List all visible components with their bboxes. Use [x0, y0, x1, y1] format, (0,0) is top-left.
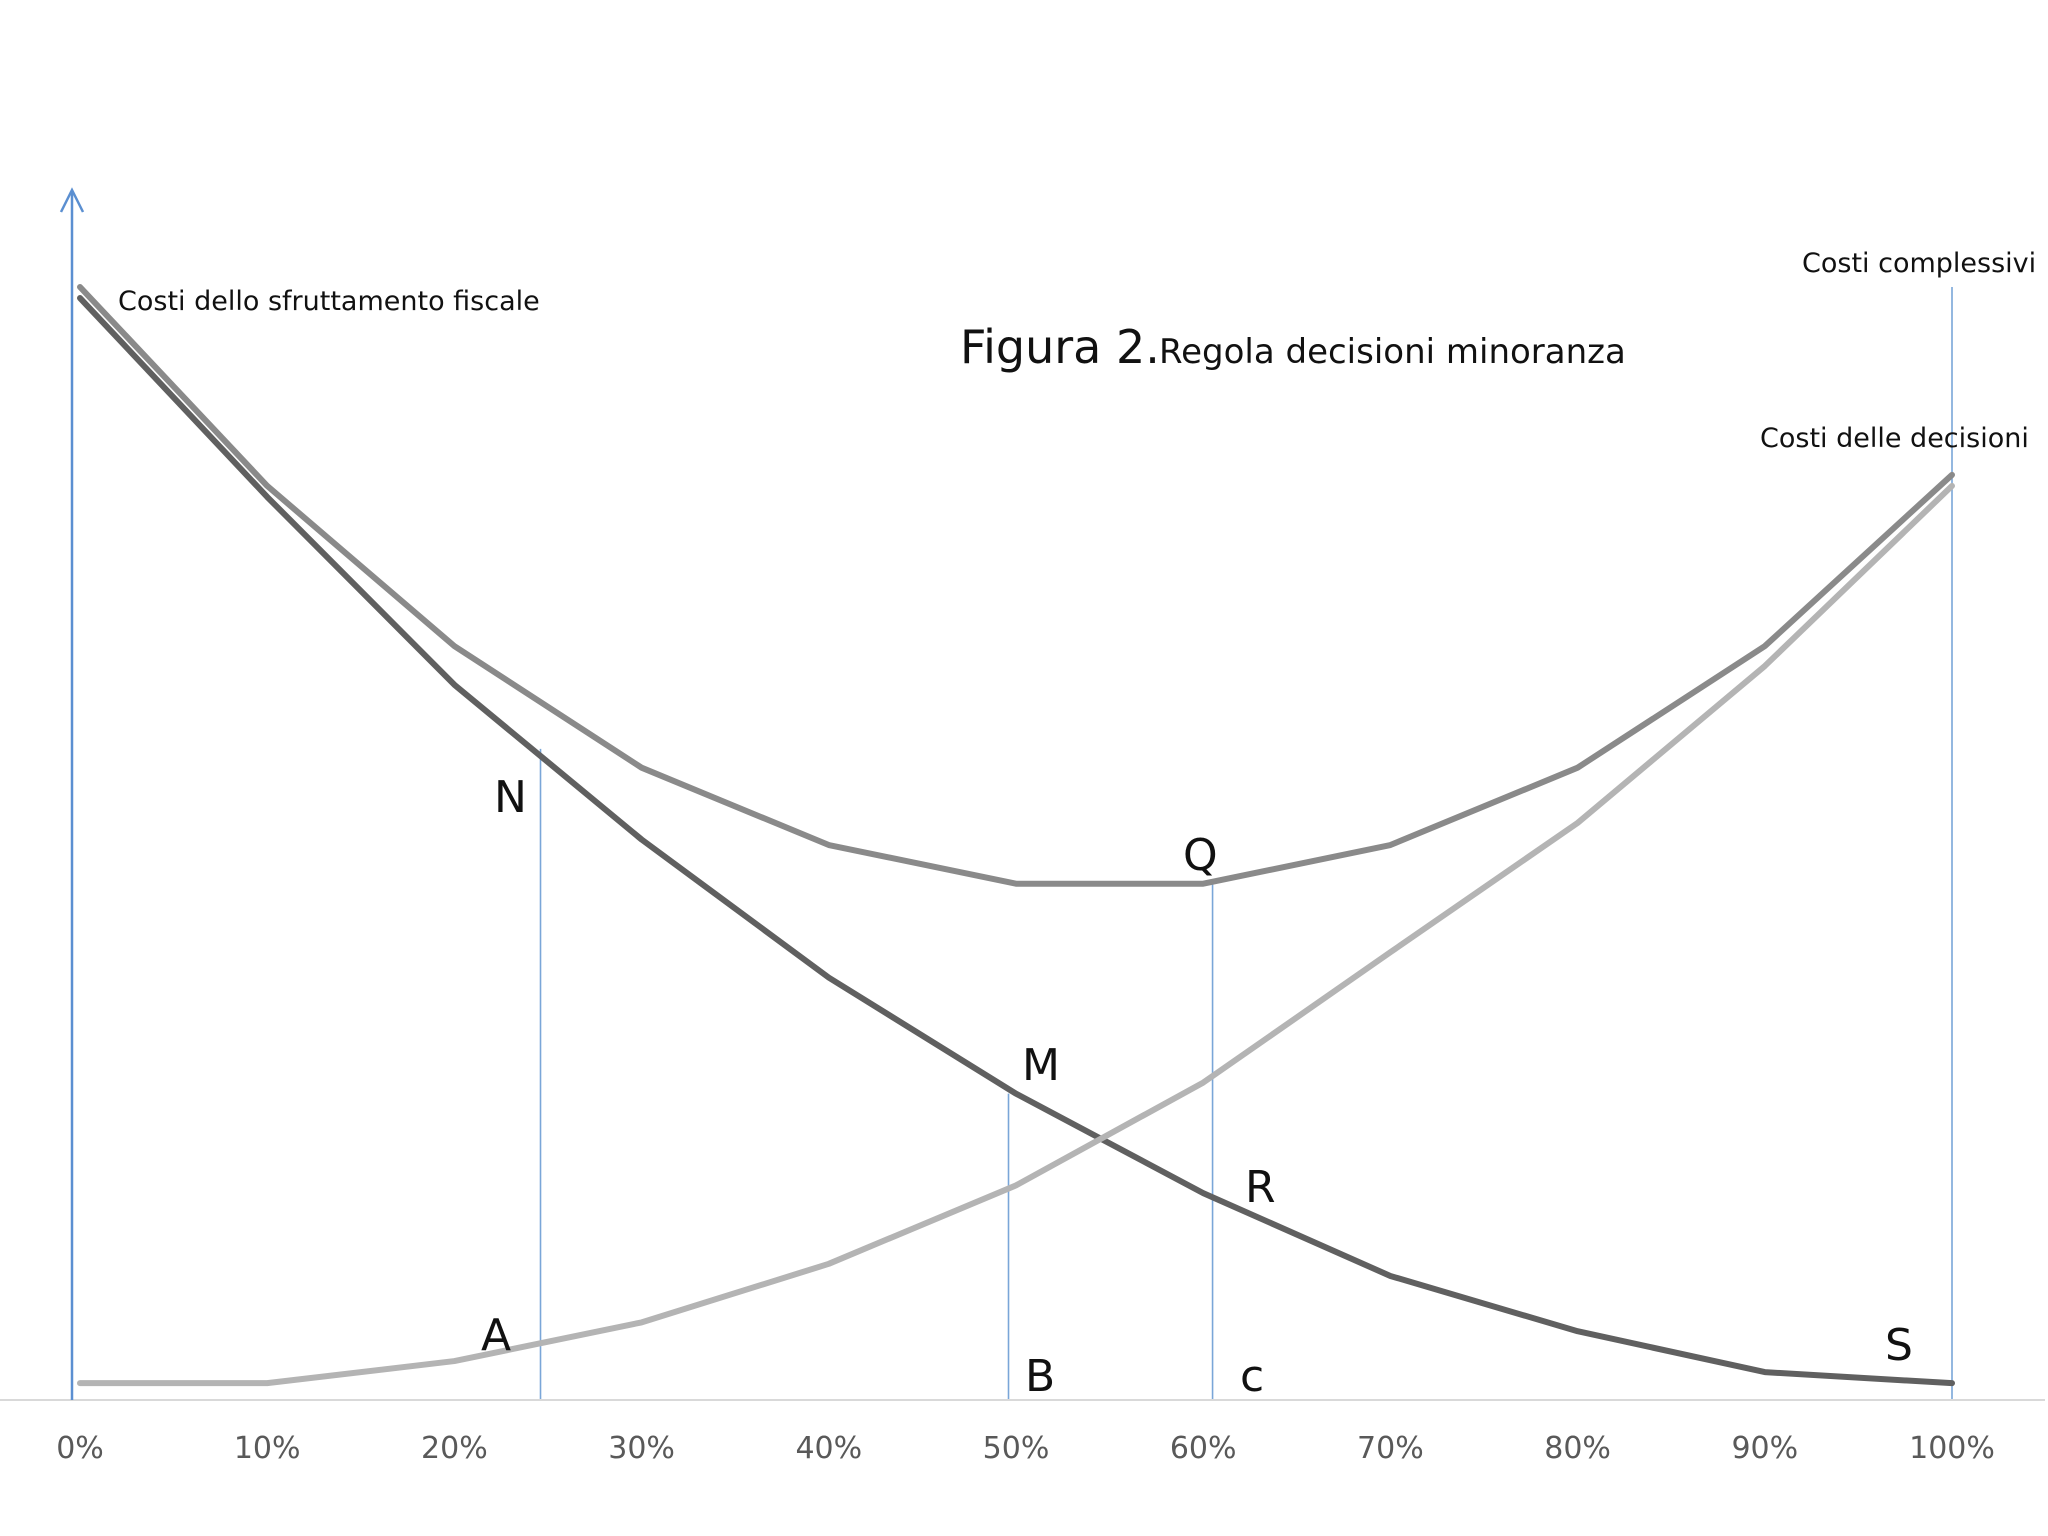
- x-tick-label: 20%: [421, 1431, 488, 1466]
- arrow-head-icon: [59, 187, 85, 213]
- series-label-decisioni: Costi delle decisioni: [1760, 423, 2029, 454]
- point-label-S: S: [1885, 1320, 1913, 1371]
- x-tick-label: 100%: [1909, 1431, 1995, 1466]
- x-tick-label: 70%: [1357, 1431, 1424, 1466]
- series-label-fiscale: Costi dello sfruttamento fiscale: [118, 286, 540, 317]
- x-tick-label: 10%: [234, 1431, 301, 1466]
- chart-subtitle: Regola decisioni minoranza: [1159, 332, 1626, 372]
- series-line-0: [77, 295, 1955, 1387]
- x-tick-labels: 0% 10% 20% 30% 40% 50% 60% 70% 80% 90% 100%: [56, 1431, 1995, 1466]
- series-line-1: [77, 284, 1955, 887]
- point-label-A: A: [481, 1310, 511, 1361]
- chart-title: Figura 2.: [960, 320, 1160, 374]
- point-label-R: R: [1245, 1162, 1276, 1213]
- point-label-N: N: [494, 772, 527, 823]
- x-tick-label: 30%: [608, 1431, 675, 1466]
- series-label-complessivi: Costi complessivi: [1802, 248, 2036, 279]
- series-lines: [77, 284, 1955, 1387]
- x-tick-label: 60%: [1170, 1431, 1237, 1466]
- point-label-B: B: [1025, 1351, 1055, 1402]
- x-tick-label: 50%: [983, 1431, 1050, 1466]
- point-label-M: M: [1022, 1040, 1060, 1091]
- point-label-Q: Q: [1183, 830, 1218, 881]
- x-tick-label: 90%: [1731, 1431, 1798, 1466]
- x-tick-label: 0%: [56, 1431, 104, 1466]
- x-tick-label: 40%: [795, 1431, 862, 1466]
- x-tick-label: 80%: [1544, 1431, 1611, 1466]
- guide-lines: [539, 287, 1953, 1400]
- series-line-2: [77, 482, 1955, 1387]
- point-label-c: c: [1240, 1351, 1264, 1402]
